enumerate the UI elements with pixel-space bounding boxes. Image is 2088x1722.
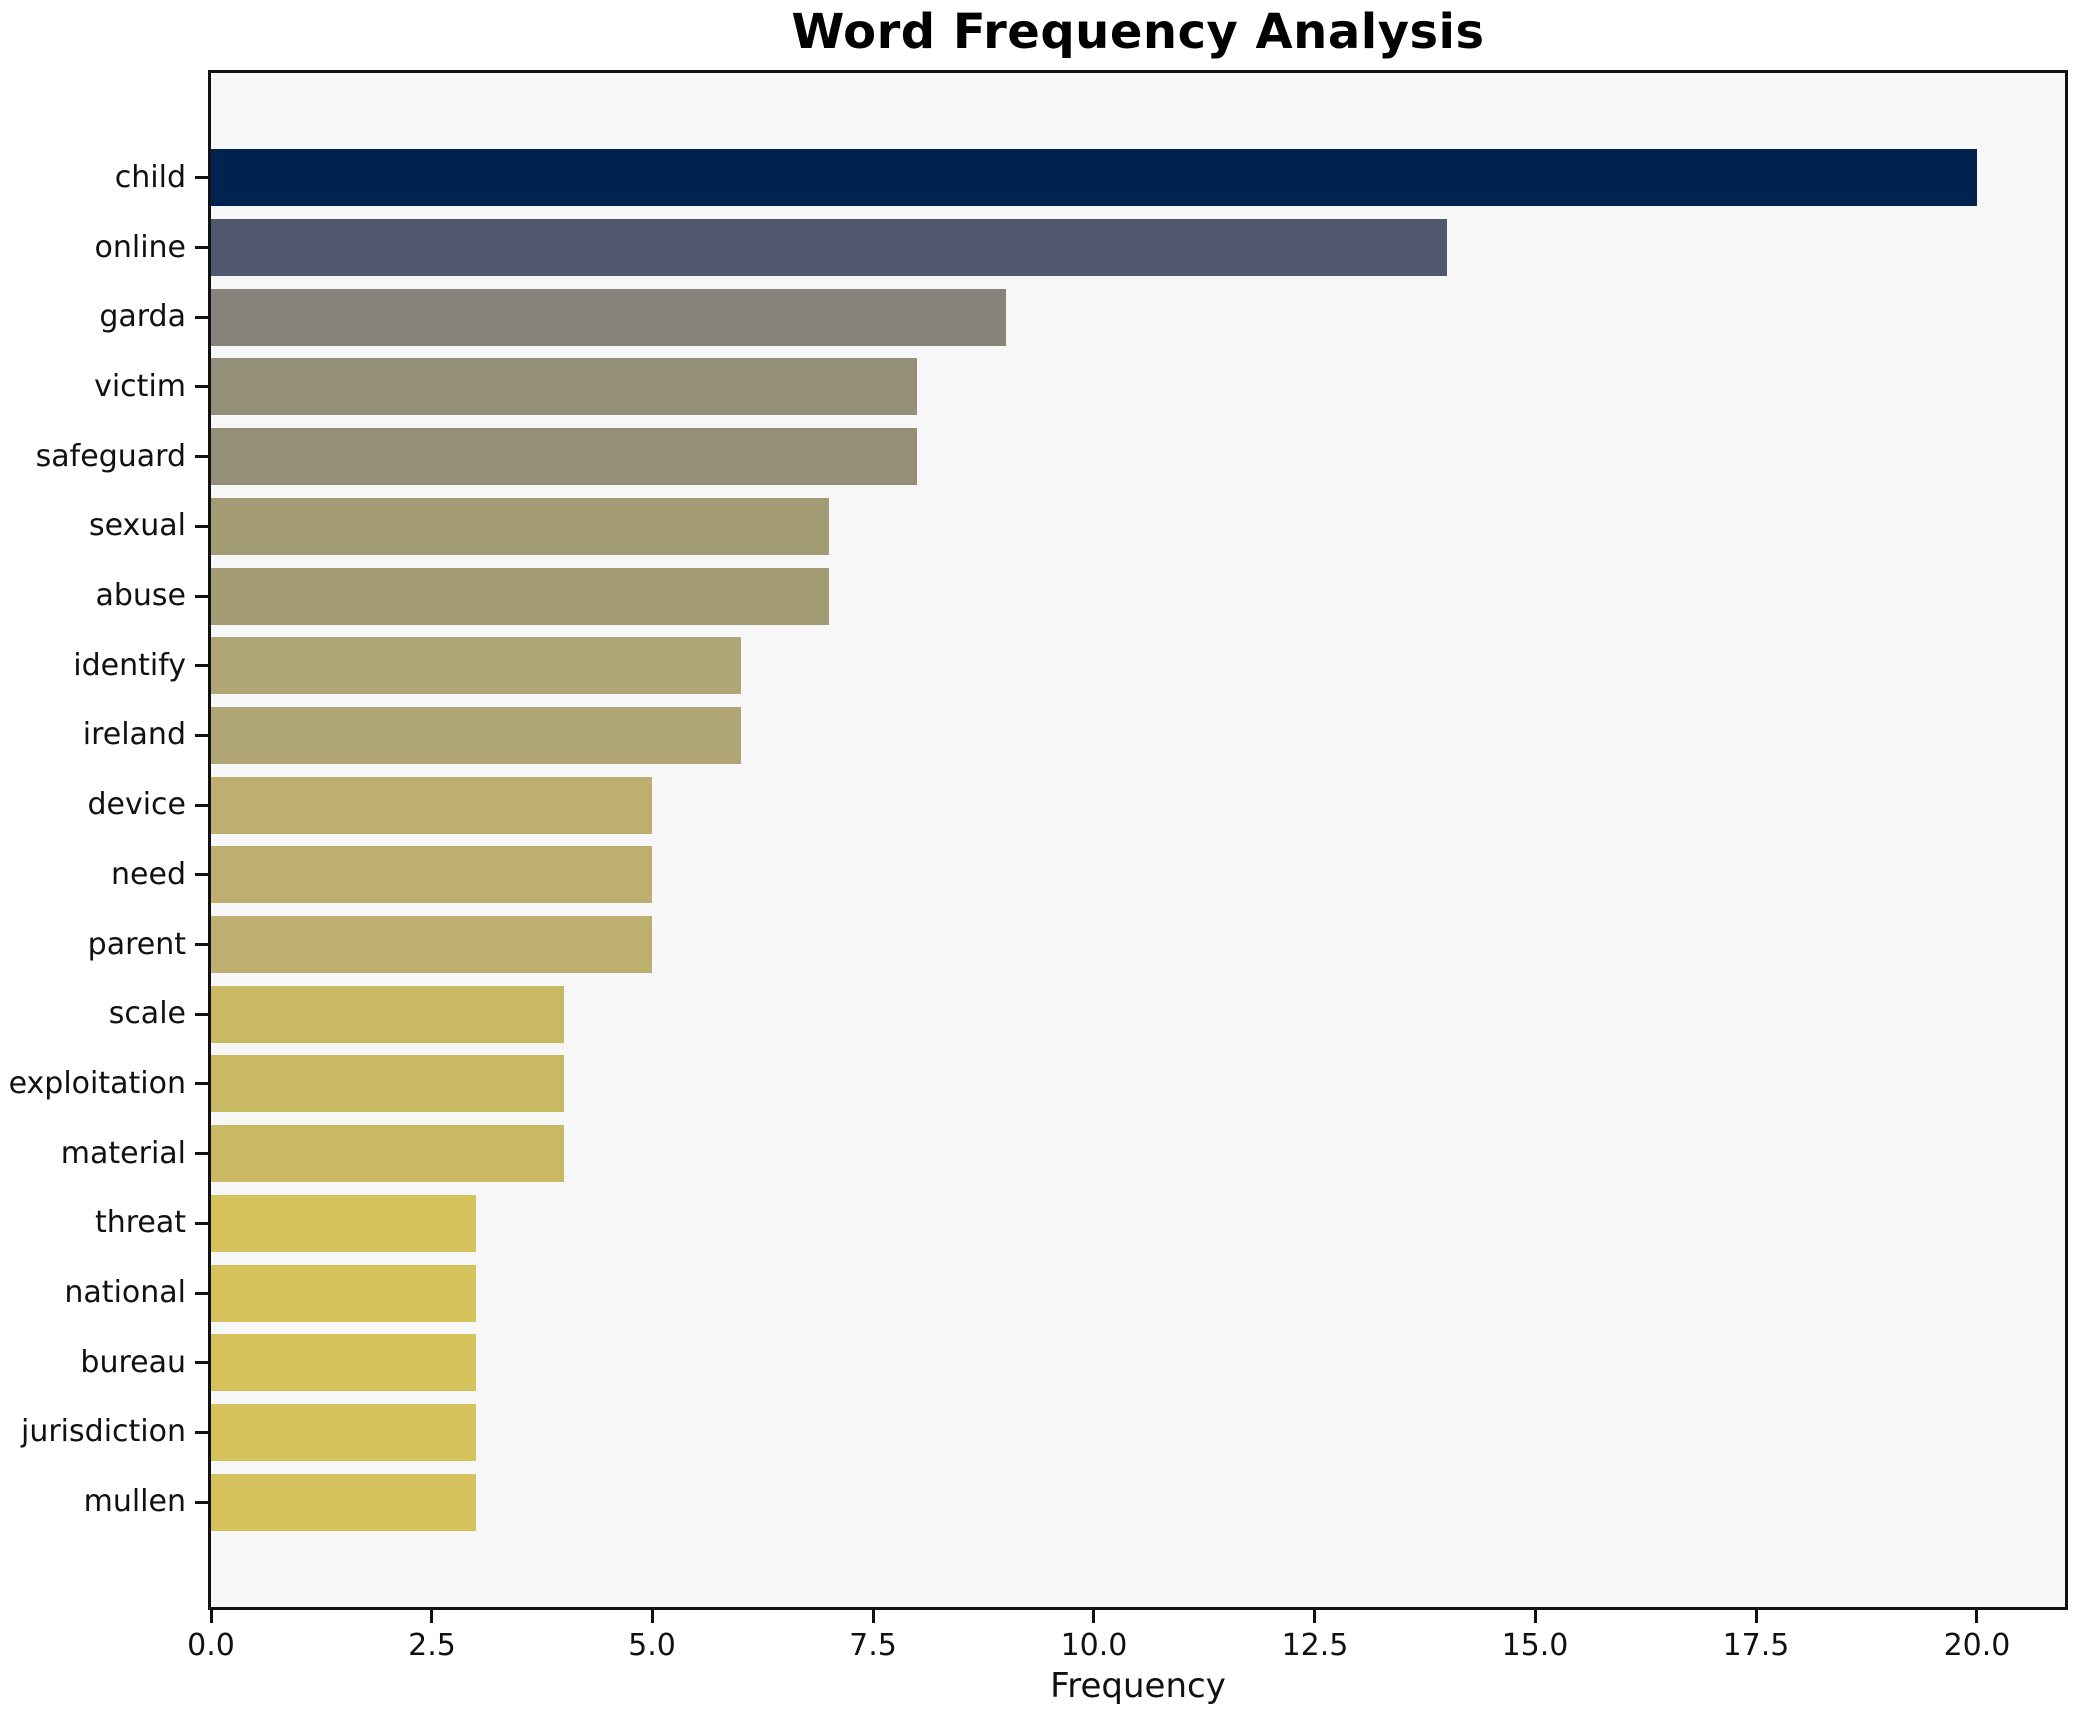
bar-scale <box>211 986 565 1043</box>
x-axis-label: Frequency <box>1050 1666 1226 1706</box>
x-tick-label-0.0: 0.0 <box>187 1628 235 1663</box>
bar-bureau <box>211 1334 476 1391</box>
y-tick-label-mullen: mullen <box>83 1484 186 1519</box>
x-tick-mark-17.5 <box>1755 1610 1758 1623</box>
y-tick-mark-national <box>195 1292 208 1295</box>
bar-national <box>211 1265 476 1322</box>
y-tick-mark-garda <box>195 316 208 319</box>
y-tick-mark-material <box>195 1152 208 1155</box>
plot-area <box>208 70 2068 1610</box>
x-tick-label-2.5: 2.5 <box>408 1628 456 1663</box>
bar-abuse <box>211 568 829 625</box>
chart-title: Word Frequency Analysis <box>791 4 1485 60</box>
bar-material <box>211 1125 565 1182</box>
bar-online <box>211 219 1447 276</box>
y-tick-label-material: material <box>60 1136 186 1171</box>
y-tick-mark-ireland <box>195 734 208 737</box>
y-tick-mark-abuse <box>195 595 208 598</box>
y-tick-label-child: child <box>114 160 186 195</box>
y-tick-label-safeguard: safeguard <box>35 439 186 474</box>
x-tick-mark-15.0 <box>1534 1610 1537 1623</box>
y-tick-label-identify: identify <box>73 648 186 683</box>
x-tick-mark-20.0 <box>1975 1610 1978 1623</box>
y-tick-label-garda: garda <box>99 299 186 334</box>
x-tick-mark-10.0 <box>1092 1610 1095 1623</box>
y-tick-label-ireland: ireland <box>82 717 186 752</box>
y-tick-label-threat: threat <box>94 1205 186 1240</box>
y-tick-mark-threat <box>195 1222 208 1225</box>
bar-parent <box>211 916 653 973</box>
bar-need <box>211 846 653 903</box>
x-tick-mark-0.0 <box>210 1610 213 1623</box>
y-tick-mark-device <box>195 804 208 807</box>
y-tick-label-victim: victim <box>94 369 186 404</box>
y-tick-label-jurisdiction: jurisdiction <box>21 1414 186 1449</box>
bar-threat <box>211 1195 476 1252</box>
y-tick-label-parent: parent <box>87 927 186 962</box>
bar-safeguard <box>211 428 918 485</box>
y-tick-mark-scale <box>195 1013 208 1016</box>
x-tick-mark-5.0 <box>651 1610 654 1623</box>
bar-victim <box>211 358 918 415</box>
y-tick-label-exploitation: exploitation <box>8 1066 186 1101</box>
y-tick-mark-mullen <box>195 1501 208 1504</box>
bar-identify <box>211 637 741 694</box>
x-tick-label-17.5: 17.5 <box>1722 1628 1790 1663</box>
bar-sexual <box>211 498 829 555</box>
y-tick-mark-child <box>195 176 208 179</box>
y-tick-label-sexual: sexual <box>88 508 186 543</box>
y-tick-mark-victim <box>195 385 208 388</box>
y-tick-label-bureau: bureau <box>80 1345 186 1380</box>
y-tick-mark-exploitation <box>195 1082 208 1085</box>
y-tick-label-need: need <box>111 857 186 892</box>
y-tick-mark-jurisdiction <box>195 1431 208 1434</box>
y-tick-mark-bureau <box>195 1361 208 1364</box>
bar-jurisdiction <box>211 1404 476 1461</box>
bar-mullen <box>211 1474 476 1531</box>
bar-garda <box>211 289 1006 346</box>
x-tick-mark-2.5 <box>430 1610 433 1623</box>
y-tick-mark-sexual <box>195 525 208 528</box>
x-tick-mark-12.5 <box>1313 1610 1316 1623</box>
y-tick-mark-online <box>195 246 208 249</box>
bar-exploitation <box>211 1055 565 1112</box>
y-tick-label-abuse: abuse <box>95 578 186 613</box>
x-tick-mark-7.5 <box>872 1610 875 1623</box>
x-tick-label-10.0: 10.0 <box>1060 1628 1128 1663</box>
y-tick-label-online: online <box>94 230 186 265</box>
x-tick-label-15.0: 15.0 <box>1501 1628 1569 1663</box>
y-tick-mark-identify <box>195 664 208 667</box>
x-tick-label-20.0: 20.0 <box>1943 1628 2011 1663</box>
bar-ireland <box>211 707 741 764</box>
y-tick-mark-need <box>195 873 208 876</box>
x-tick-label-12.5: 12.5 <box>1281 1628 1349 1663</box>
x-tick-label-7.5: 7.5 <box>849 1628 897 1663</box>
bar-child <box>211 149 1977 206</box>
y-tick-mark-parent <box>195 943 208 946</box>
y-tick-mark-safeguard <box>195 455 208 458</box>
bar-device <box>211 777 653 834</box>
y-tick-label-device: device <box>87 787 186 822</box>
y-tick-label-national: national <box>64 1275 186 1310</box>
y-tick-label-scale: scale <box>108 996 186 1031</box>
x-tick-label-5.0: 5.0 <box>628 1628 676 1663</box>
